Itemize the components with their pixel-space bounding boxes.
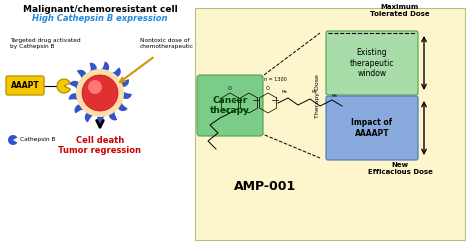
Text: Malignant/chemoresistant cell: Malignant/chemoresistant cell xyxy=(23,5,177,14)
Text: New
Efficacious Dose: New Efficacious Dose xyxy=(367,162,432,175)
Text: Cell death
Tumor regression: Cell death Tumor regression xyxy=(58,136,142,155)
Wedge shape xyxy=(109,108,117,120)
FancyBboxPatch shape xyxy=(326,31,418,95)
Text: Maximum
Tolerated Dose: Maximum Tolerated Dose xyxy=(370,4,430,17)
Wedge shape xyxy=(109,67,121,78)
Wedge shape xyxy=(8,135,18,145)
Text: Nontoxic dose of
chemotherapeutic: Nontoxic dose of chemotherapeutic xyxy=(140,38,194,49)
Wedge shape xyxy=(69,93,81,101)
Wedge shape xyxy=(117,100,128,111)
Text: Me: Me xyxy=(312,90,318,94)
Text: High Cathepsin B expression: High Cathepsin B expression xyxy=(32,14,168,23)
Wedge shape xyxy=(100,62,109,73)
FancyBboxPatch shape xyxy=(195,8,465,240)
FancyBboxPatch shape xyxy=(6,76,44,95)
Text: Me: Me xyxy=(332,94,338,98)
Circle shape xyxy=(88,80,102,94)
FancyBboxPatch shape xyxy=(326,96,418,160)
Text: Cathepsin B: Cathepsin B xyxy=(20,137,55,143)
Wedge shape xyxy=(97,113,106,125)
Text: AAAPT: AAAPT xyxy=(10,82,39,91)
Text: O: O xyxy=(228,86,232,91)
Text: AMP-001: AMP-001 xyxy=(234,180,296,193)
Text: Impact of
AAAAPT: Impact of AAAAPT xyxy=(351,118,392,138)
Wedge shape xyxy=(77,70,87,81)
Text: Me: Me xyxy=(282,90,288,94)
Text: Cancer
therapy: Cancer therapy xyxy=(210,96,250,115)
Text: Therapy Dose: Therapy Dose xyxy=(316,74,320,118)
Text: O: O xyxy=(266,86,270,91)
FancyBboxPatch shape xyxy=(197,75,263,136)
Wedge shape xyxy=(85,111,95,123)
Wedge shape xyxy=(57,79,70,93)
Text: Targeted drug activated
by Cathepsin B: Targeted drug activated by Cathepsin B xyxy=(10,38,81,49)
Circle shape xyxy=(82,75,118,111)
Wedge shape xyxy=(69,81,81,91)
Circle shape xyxy=(76,69,124,117)
Text: Existing
therapeutic
window: Existing therapeutic window xyxy=(350,48,394,78)
Wedge shape xyxy=(90,63,97,75)
Wedge shape xyxy=(74,104,86,113)
Text: n = 1300: n = 1300 xyxy=(264,77,286,82)
Wedge shape xyxy=(117,79,129,87)
Wedge shape xyxy=(120,90,132,99)
